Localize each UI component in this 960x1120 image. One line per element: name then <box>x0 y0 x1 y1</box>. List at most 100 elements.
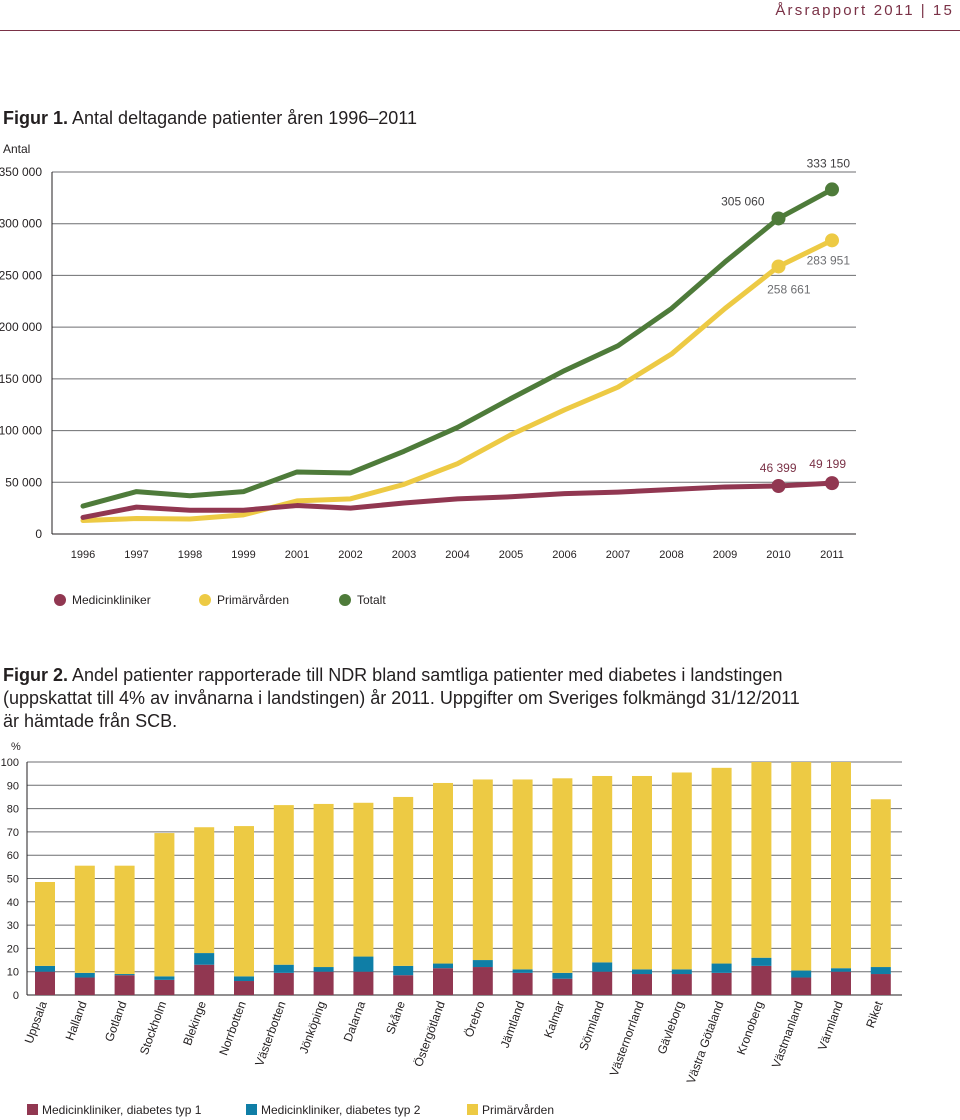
bar-segment-medicinkliniker-diabetes-typ-1 <box>870 974 891 995</box>
bar-segment-prim-rv-rden <box>313 803 334 968</box>
y-tick-label: 150 000 <box>0 372 42 386</box>
report-title: Årsrapport 2011 <box>775 2 915 19</box>
x-tick-label: Östergötland <box>411 999 448 1068</box>
data-label: 46 399 <box>760 461 797 475</box>
series-line-medicinkliniker <box>80 480 835 520</box>
bar-segment-medicinkliniker-diabetes-typ-1 <box>791 977 812 995</box>
bar-segment-prim-rv-rden <box>632 775 652 970</box>
data-point-totalt <box>771 211 786 226</box>
x-tick-label: Kronoberg <box>734 999 766 1056</box>
bar-segment-prim-rv-rden <box>870 799 891 968</box>
bar-segment-prim-rv-rden <box>74 865 95 973</box>
y-axis-label: % <box>11 741 21 753</box>
figure1-title: Figur 1. Antal deltagande patienter åren… <box>3 108 417 129</box>
bar-segment-prim-rv-rden <box>194 827 215 954</box>
bar-segment-medicinkliniker-diabetes-typ-2 <box>711 963 732 973</box>
data-label: 49 199 <box>809 457 846 471</box>
page-header: Årsrapport 2011 | 15 <box>775 2 954 19</box>
y-tick-label: 50 000 <box>5 475 42 489</box>
y-tick-label: 0 <box>13 990 19 1002</box>
legend-label: Medicinkliniker, diabetes typ 2 <box>261 1103 421 1117</box>
data-point-prim-rv-rden <box>771 259 786 274</box>
header-separator: | <box>920 2 927 19</box>
bar-segment-prim-rv-rden <box>234 826 254 977</box>
x-tick-label: Skåne <box>383 999 408 1036</box>
bar-segment-medicinkliniker-diabetes-typ-1 <box>234 981 254 995</box>
x-tick-label: Kalmar <box>541 999 567 1040</box>
legend-marker <box>246 1104 257 1115</box>
bar-segment-medicinkliniker-diabetes-typ-2 <box>74 972 95 978</box>
x-tick-label: Västernorrland <box>607 999 647 1078</box>
data-label: 305 060 <box>721 194 765 208</box>
y-tick-label: 50 <box>7 874 19 886</box>
x-tick-label: 2001 <box>285 549 309 561</box>
x-tick-label: Västra Götaland <box>684 999 727 1085</box>
x-tick-label: 2011 <box>820 549 844 561</box>
x-tick-label: Stockholm <box>137 999 169 1056</box>
data-label: 333 150 <box>807 156 851 170</box>
bar-segment-prim-rv-rden <box>512 779 533 970</box>
x-tick-label: Jönköping <box>297 999 329 1055</box>
x-tick-label: 1997 <box>124 549 148 561</box>
series-line-prim-rv-rden <box>80 237 835 524</box>
bar-segment-medicinkliniker-diabetes-typ-1 <box>711 972 732 995</box>
series-line-totalt <box>80 186 835 509</box>
bar-segment-prim-rv-rden <box>273 805 294 965</box>
x-tick-label: 2005 <box>499 549 523 561</box>
x-tick-label: Riket <box>863 999 886 1030</box>
y-tick-label: 20 <box>7 943 19 955</box>
bar-segment-medicinkliniker-diabetes-typ-2 <box>194 953 215 965</box>
x-tick-label: Jämtland <box>498 999 528 1050</box>
bar-segment-prim-rv-rden <box>472 779 493 961</box>
x-tick-label: Blekinge <box>180 999 209 1047</box>
bar-segment-medicinkliniker-diabetes-typ-1 <box>552 978 573 995</box>
y-tick-label: 100 <box>1 757 19 769</box>
figure2-title: Figur 2. Andel patienter rapporterade ti… <box>3 664 803 733</box>
y-tick-label: 300 000 <box>0 217 42 231</box>
bar-segment-medicinkliniker-diabetes-typ-1 <box>35 971 55 995</box>
x-tick-label: 1996 <box>71 549 95 561</box>
bar-segment-medicinkliniker-diabetes-typ-2 <box>472 960 493 968</box>
legend-label: Primärvården <box>482 1103 554 1117</box>
legend-marker <box>54 594 66 606</box>
bar-segment-prim-rv-rden <box>353 802 374 957</box>
bar-segment-medicinkliniker-diabetes-typ-2 <box>273 964 294 973</box>
header-rule <box>0 30 960 31</box>
bar-segment-medicinkliniker-diabetes-typ-2 <box>632 969 652 975</box>
bar-segment-medicinkliniker-diabetes-typ-1 <box>751 965 772 995</box>
figure2-label: Figur 2. <box>3 665 69 685</box>
y-tick-label: 70 <box>7 827 19 839</box>
bar-segment-medicinkliniker-diabetes-typ-2 <box>313 967 334 972</box>
x-tick-label: Gävleborg <box>655 999 687 1056</box>
x-tick-label: 1999 <box>231 549 255 561</box>
y-tick-label: 30 <box>7 920 19 932</box>
bar-segment-medicinkliniker-diabetes-typ-1 <box>472 967 493 995</box>
y-tick-label: 10 <box>7 967 19 979</box>
bar-segment-prim-rv-rden <box>35 881 55 966</box>
data-point-totalt <box>825 182 839 197</box>
y-tick-label: 250 000 <box>0 268 42 282</box>
data-point-medicinkliniker <box>825 476 839 491</box>
bar-segment-medicinkliniker-diabetes-typ-2 <box>791 970 812 978</box>
legend-marker <box>467 1104 478 1115</box>
legend-label: Totalt <box>357 593 386 607</box>
bar-segment-medicinkliniker-diabetes-typ-1 <box>393 975 414 995</box>
x-tick-label: Dalarna <box>341 999 369 1044</box>
legend-label: Medicinkliniker <box>72 593 151 607</box>
bar-segment-medicinkliniker-diabetes-typ-2 <box>592 962 613 972</box>
bar-segment-medicinkliniker-diabetes-typ-2 <box>831 968 851 972</box>
x-tick-label: Västerbotten <box>252 999 288 1068</box>
bar-segment-medicinkliniker-diabetes-typ-2 <box>353 956 374 972</box>
bar-segment-prim-rv-rden <box>114 865 135 975</box>
x-tick-label: Norrbotten <box>216 999 249 1057</box>
bar-segment-medicinkliniker-diabetes-typ-2 <box>234 976 254 982</box>
bar-segment-medicinkliniker-diabetes-typ-1 <box>632 974 652 995</box>
data-point-medicinkliniker <box>771 479 786 494</box>
y-tick-label: 350 000 <box>0 165 42 179</box>
x-tick-label: 2010 <box>766 549 790 561</box>
x-tick-label: 2009 <box>713 549 737 561</box>
y-axis-label: Antal <box>3 142 30 156</box>
bar-segment-medicinkliniker-diabetes-typ-2 <box>35 965 55 972</box>
bar-segment-medicinkliniker-diabetes-typ-2 <box>870 967 891 975</box>
